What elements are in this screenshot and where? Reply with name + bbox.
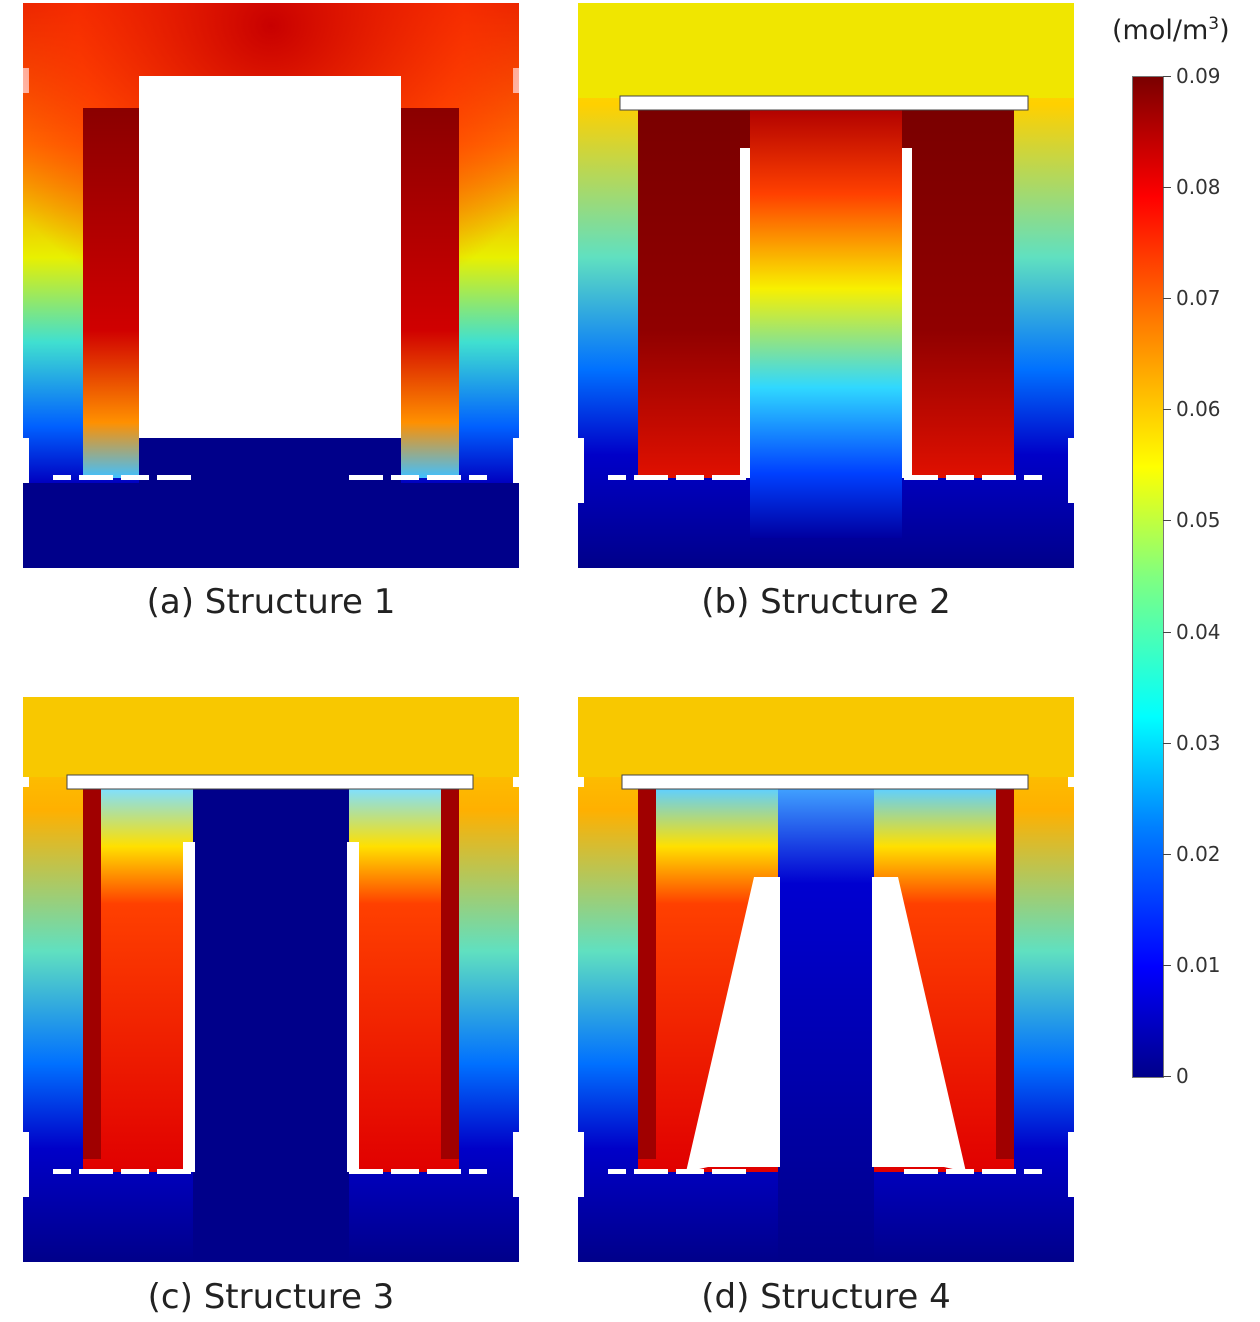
colorbar-tick-label: 0.07 [1176,286,1221,311]
colorbar-tick [1163,187,1171,189]
colorbar-tick-label: 0 [1176,1064,1189,1088]
colorbar-unit-prefix: (mol/m [1112,15,1209,46]
caption-structure-2: (b) Structure 2 [701,582,951,622]
colorbar: 0 0.01 0.02 0.03 0.04 0.05 0.06 0.07 0.08 0.09 [1110,62,1256,1094]
colorbar-tick [1163,853,1171,855]
core-yoke [619,95,1029,111]
colorbar-tick-label: 0.05 [1176,508,1221,533]
panel-structure-1 [23,3,519,568]
colorbar-gradient [1132,76,1164,1078]
core-leg-left [183,842,195,1172]
core-yoke [621,774,1029,790]
colorbar-tick-label: 0.02 [1176,841,1221,866]
panel-structure-3 [23,697,519,1262]
dashed-boundary [53,475,487,480]
core-yoke [66,774,474,790]
core-leg-left [686,877,780,1172]
core-leg-right [872,877,966,1172]
caption-structure-4: (d) Structure 4 [701,1277,951,1317]
panel-structure-2 [578,3,1074,568]
core-block [139,76,401,438]
colorbar-tick-label: 0.04 [1176,619,1221,644]
colorbar-unit-power: 3 [1208,14,1220,34]
colorbar-tick [1163,409,1171,411]
core-leg-right [902,148,912,478]
colorbar-tick [1163,1076,1171,1077]
dashed-boundary [53,1169,487,1174]
colorbar-tick [1163,964,1171,966]
colorbar-tick-label: 0.06 [1176,397,1221,422]
colorbar-unit-suffix: ) [1219,15,1230,46]
colorbar-tick [1163,76,1171,77]
panel-structure-4 [578,697,1074,1262]
core-leg-left [740,148,750,478]
colorbar-tick-label: 0.01 [1176,952,1221,977]
colorbar-tick-label: 0.08 [1176,175,1221,200]
colorbar-unit-label: (mol/m3) [1112,14,1230,46]
colorbar-tick [1163,520,1171,522]
dashed-boundary [608,1169,1042,1174]
caption-structure-1: (a) Structure 1 [146,582,396,622]
colorbar-tick-label: 0.09 [1176,64,1221,88]
core-leg-right [347,842,359,1172]
colorbar-tick [1163,742,1171,744]
dashed-boundary [608,475,1042,480]
colorbar-tick [1163,631,1171,633]
colorbar-tick [1163,298,1171,300]
caption-structure-3: (c) Structure 3 [147,1277,395,1317]
colorbar-tick-label: 0.03 [1176,730,1221,755]
